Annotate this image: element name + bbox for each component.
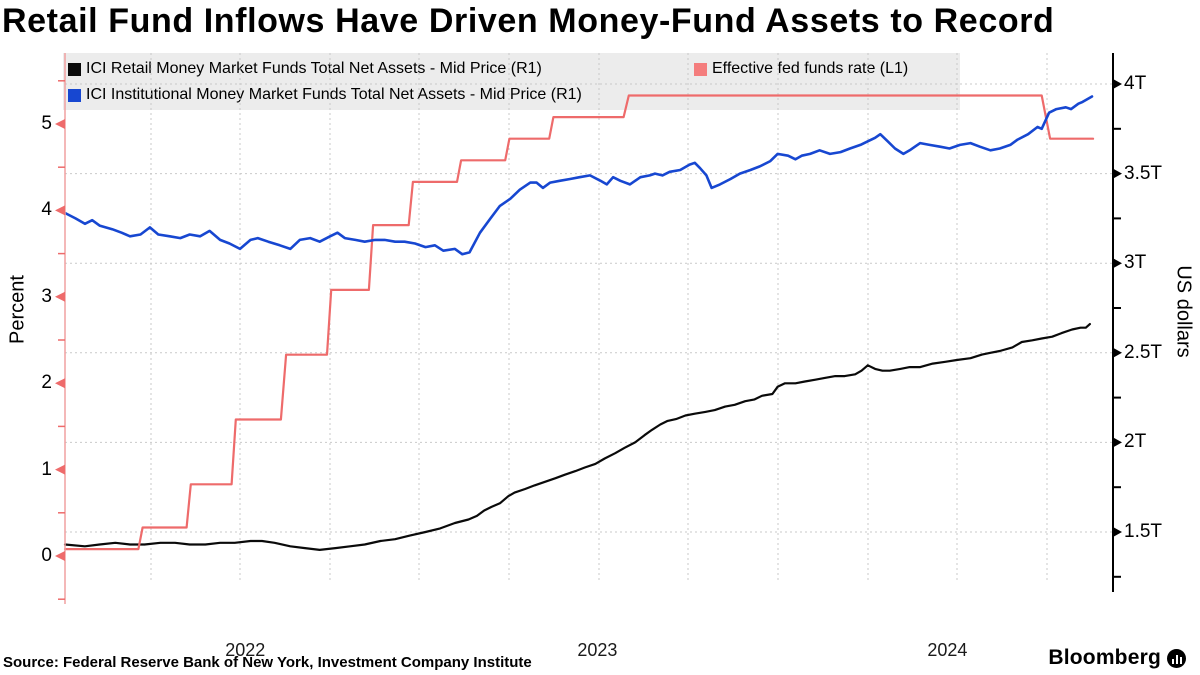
bloomberg-terminal-icon	[1167, 648, 1186, 668]
left-axis-tick-arrow	[55, 119, 65, 129]
left-axis-tick-arrow	[55, 551, 65, 561]
legend: ICI Retail Money Market Funds Total Net …	[63, 53, 960, 110]
left-axis-tick-label: 3	[41, 285, 52, 307]
institutional-swatch-icon	[68, 88, 81, 102]
right-axis-tick-label: 3T	[1124, 252, 1147, 274]
right-axis-tick-arrow	[1113, 79, 1122, 89]
left-axis-tick-label: 0	[41, 545, 52, 566]
retail-assets-line	[63, 323, 1091, 551]
left-axis-tick-label: 2	[41, 372, 52, 394]
legend-item-institutional: ICI Institutional Money Market Funds Tot…	[68, 83, 582, 107]
retail-swatch-icon	[68, 62, 81, 76]
legend-label-institutional: ICI Institutional Money Market Funds Tot…	[86, 86, 582, 103]
right-axis-tick-label: 4T	[1124, 73, 1147, 94]
right-axis-tick-arrow	[1113, 347, 1122, 358]
left-axis-tick-label: 5	[41, 113, 52, 134]
bloomberg-logo: Bloomberg	[1048, 646, 1186, 670]
left-axis-tick-arrow	[55, 378, 65, 389]
page-title: Retail Fund Inflows Have Driven Money-Fu…	[2, 2, 1055, 40]
right-axis-tick-label: 3.5T	[1124, 162, 1163, 184]
x-axis-year-label: 2024	[927, 640, 968, 660]
left-axis-tick-arrow	[55, 464, 65, 475]
right-axis-tick-arrow	[1113, 437, 1122, 448]
x-axis-year-label: 2022	[225, 640, 266, 660]
right-axis-tick-arrow	[1113, 168, 1122, 179]
left-axis-tick-label: 4	[41, 199, 52, 221]
fed-funds-rate-line	[63, 94, 1095, 551]
right-axis-tick-label: 2.5T	[1124, 341, 1163, 363]
legend-item-fed-funds: Effective fed funds rate (L1)	[694, 57, 908, 81]
bloomberg-wordmark: Bloomberg	[1048, 646, 1161, 669]
legend-item-retail: ICI Retail Money Market Funds Total Net …	[68, 57, 542, 81]
source-attribution: Source: Federal Reserve Bank of New York…	[3, 654, 532, 671]
legend-label-retail: ICI Retail Money Market Funds Total Net …	[86, 60, 542, 77]
right-axis-tick-label: 2T	[1124, 431, 1147, 453]
x-axis-year-label: 2023	[577, 640, 618, 660]
left-axis-title: Percent	[6, 275, 29, 344]
left-axis-tick-arrow	[55, 291, 65, 302]
left-axis-tick-label: 1	[41, 458, 52, 480]
right-axis-tick-arrow	[1113, 258, 1122, 269]
fed-funds-swatch-icon	[694, 62, 707, 76]
right-axis-tick-label: 1.5T	[1124, 521, 1163, 542]
institutional-assets-line	[63, 95, 1094, 256]
left-axis-tick-arrow	[55, 205, 65, 216]
right-axis-tick-arrow	[1113, 527, 1122, 537]
legend-label-fed-funds: Effective fed funds rate (L1)	[712, 60, 909, 77]
